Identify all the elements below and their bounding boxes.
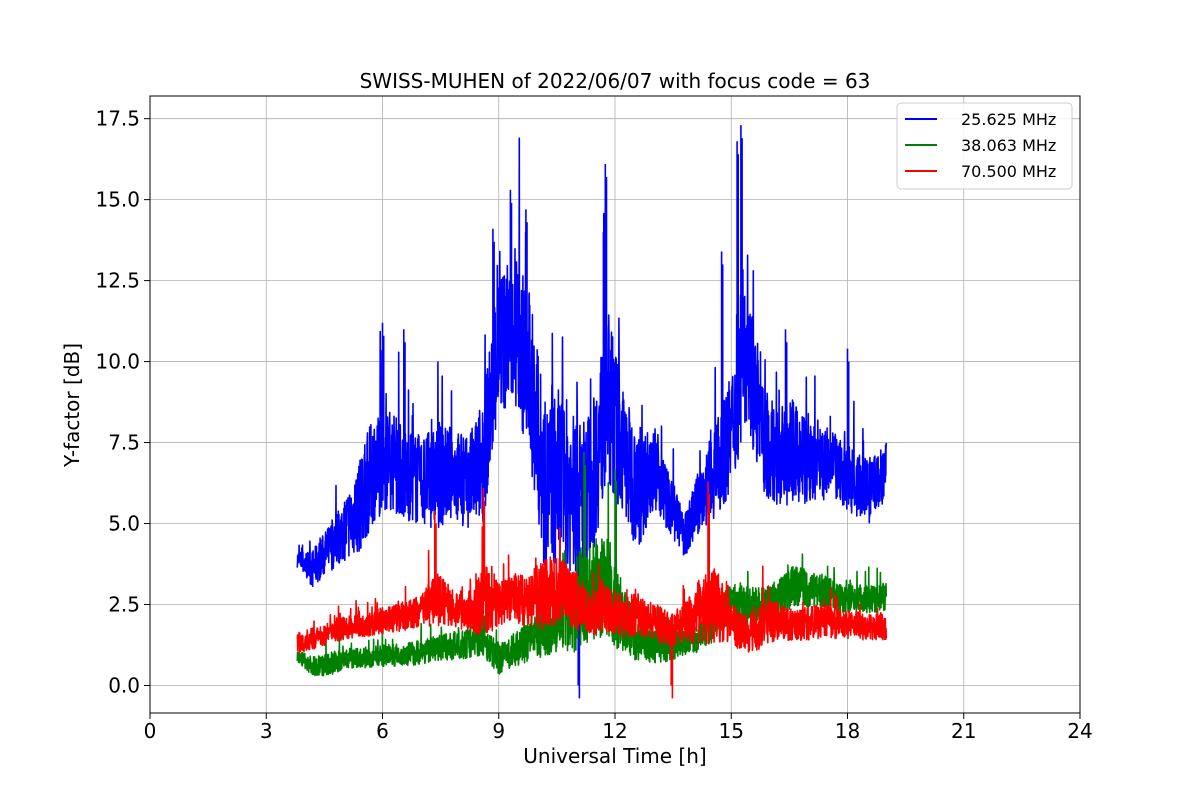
legend-label: 38.063 MHz [961, 136, 1056, 155]
y-axis: 0.0 2.5 5.0 7.5 10.0 12.5 15.0 17.5 [95, 107, 150, 697]
series-line-1 [296, 452, 888, 677]
plot-area [296, 125, 888, 699]
x-axis-label: Universal Time [h] [523, 744, 706, 768]
x-tick-label: 3 [260, 719, 273, 743]
chart-title: SWISS-MUHEN of 2022/06/07 with focus cod… [360, 69, 871, 93]
y-tick-label: 12.5 [95, 269, 140, 293]
x-tick-label: 6 [376, 719, 389, 743]
x-tick-label: 24 [1067, 719, 1092, 743]
y-tick-label: 0.0 [108, 673, 140, 697]
x-tick-label: 0 [144, 719, 157, 743]
y-tick-label: 2.5 [108, 592, 140, 616]
legend: 25.625 MHz 38.063 MHz 70.500 MHz [896, 102, 1073, 190]
legend-label: 70.500 MHz [961, 162, 1056, 181]
x-tick-label: 18 [835, 719, 860, 743]
series-line-2 [296, 481, 888, 699]
y-tick-label: 15.0 [95, 188, 140, 212]
y-axis-label: Y-factor [dB] [60, 343, 84, 468]
x-tick-label: 21 [951, 719, 976, 743]
legend-box [896, 102, 1073, 190]
x-tick-label: 15 [719, 719, 744, 743]
legend-label: 25.625 MHz [961, 110, 1056, 129]
y-tick-label: 7.5 [108, 431, 140, 455]
x-tick-label: 9 [492, 719, 505, 743]
y-tick-label: 17.5 [95, 107, 140, 131]
x-axis: 0 3 6 9 12 15 18 21 24 [144, 713, 1093, 743]
series-line-0 [296, 125, 888, 699]
x-tick-label: 12 [602, 719, 627, 743]
y-tick-label: 5.0 [108, 512, 140, 536]
y-tick-label: 10.0 [95, 350, 140, 374]
